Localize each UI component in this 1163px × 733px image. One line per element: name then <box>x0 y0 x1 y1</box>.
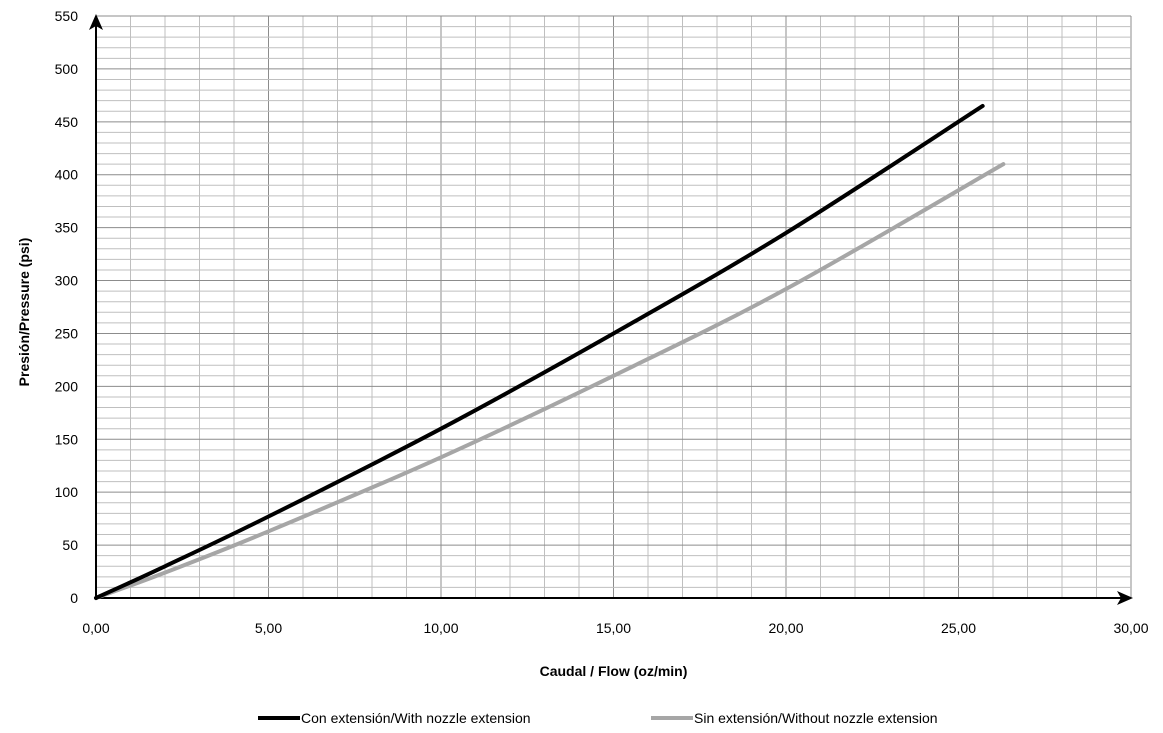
x-tick-label: 10,00 <box>423 620 458 636</box>
y-tick-label: 500 <box>55 61 79 77</box>
y-tick-label: 450 <box>55 114 79 130</box>
y-tick-label: 200 <box>55 378 79 394</box>
y-tick-label: 250 <box>55 325 79 341</box>
chart-series <box>94 103 1006 600</box>
x-tick-label: 0,00 <box>82 620 109 636</box>
y-tick-label: 300 <box>55 273 79 289</box>
x-tick-label: 25,00 <box>941 620 976 636</box>
y-axis-title: Presión/Pressure (psi) <box>16 238 32 387</box>
y-tick-label: 350 <box>55 220 79 236</box>
y-tick-label: 50 <box>62 537 78 553</box>
legend-label-with-extension: Con extensión/With nozzle extension <box>301 710 531 726</box>
chart-legend: Con extensión/With nozzle extension Sin … <box>258 710 938 726</box>
x-axis-arrow-icon <box>1117 591 1133 605</box>
y-tick-label: 550 <box>55 8 79 24</box>
y-tick-label: 0 <box>70 590 78 606</box>
chart-axes <box>89 14 1133 605</box>
x-tick-label: 20,00 <box>768 620 803 636</box>
y-tick-label: 400 <box>55 167 79 183</box>
chart-tick-labels: 0,00 5,00 10,00 15,00 20,00 25,00 30,00 … <box>55 8 1149 636</box>
x-tick-label: 30,00 <box>1113 620 1148 636</box>
y-tick-label: 100 <box>55 484 79 500</box>
series-line-with-extension <box>94 103 985 600</box>
y-axis-arrow-icon <box>89 14 103 30</box>
x-axis-title: Caudal / Flow (oz/min) <box>540 663 688 679</box>
y-tick-label: 150 <box>55 431 79 447</box>
series-line-without-extension <box>94 162 1006 600</box>
legend-label-without-extension: Sin extensión/Without nozzle extension <box>694 710 938 726</box>
chart-grid <box>95 15 1132 599</box>
x-tick-label: 5,00 <box>255 620 282 636</box>
x-tick-label: 15,00 <box>596 620 631 636</box>
